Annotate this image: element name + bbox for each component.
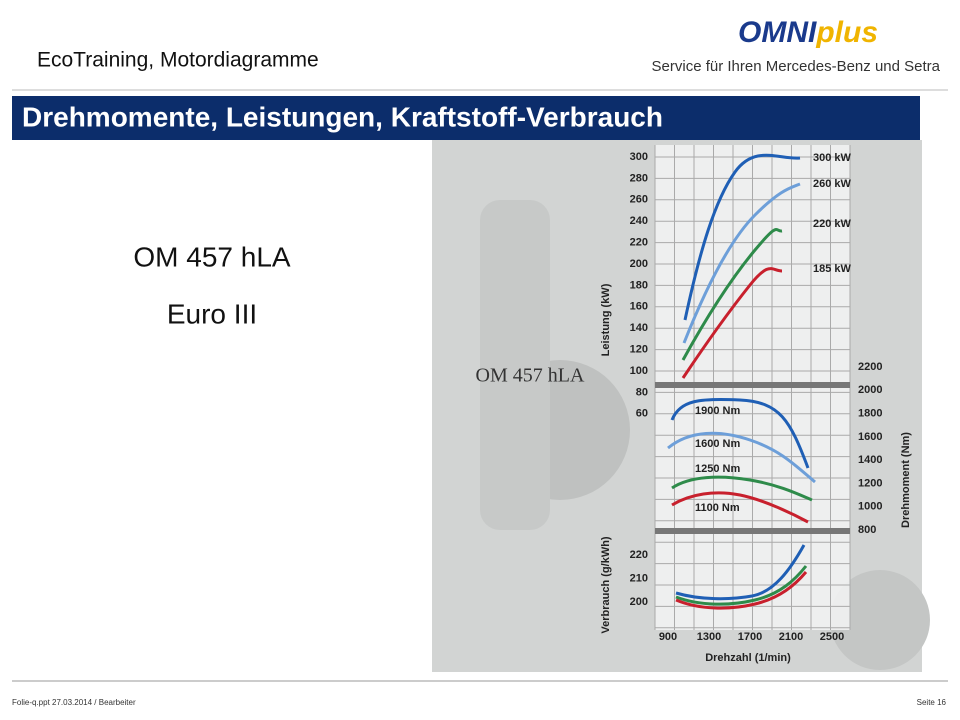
speed-tick-label: 1300	[697, 631, 721, 643]
torque-tick-label: 2000	[858, 384, 882, 396]
power-curve-label: 300 kW	[813, 152, 852, 164]
power-tick-label: 280	[630, 172, 648, 184]
engine-diagram: OM 457 hLA 300 280 260 240 220 200 180 160 140 12…	[432, 140, 930, 672]
torque-curve-label: 1900 Nm	[695, 405, 740, 417]
torque-curve	[670, 397, 810, 469]
speed-axis-label: Drehzahl (1/min)	[705, 652, 791, 664]
power-curve	[681, 267, 783, 379]
subtitle: EcoTraining, Motordiagramme	[37, 49, 319, 72]
speed-tick-label: 2500	[820, 631, 844, 643]
power-tick-label: 240	[630, 215, 648, 227]
power-tick-label: 180	[630, 279, 648, 291]
title-bar	[12, 96, 920, 140]
torque-axis-label: Drehmoment (Nm)	[900, 432, 912, 528]
power-tick-label: 300	[630, 151, 648, 163]
torque-tick-label: 1200	[858, 477, 882, 489]
divider	[655, 528, 850, 534]
power-curve	[682, 182, 801, 344]
power-tick-label: 160	[630, 301, 648, 313]
power-curve-label: 220 kW	[813, 218, 852, 230]
torque-curve	[667, 431, 816, 484]
divider	[655, 382, 850, 388]
footer-file: Folie-q.ppt 27.03.2014 / Bearbeiter	[12, 698, 136, 707]
logo-accent: plus	[815, 16, 878, 49]
consumption-tick-label: 200	[630, 596, 648, 608]
logo-main: OMNI	[738, 16, 817, 49]
power-axis-label: Leistung (kW)	[600, 283, 612, 356]
norm: Euro III	[167, 298, 257, 329]
power-tick-label: 80	[636, 386, 648, 398]
power-tick-label: 140	[630, 322, 648, 334]
logo: OMNIplus	[738, 16, 878, 49]
torque-curve-label: 1600 Nm	[695, 438, 740, 450]
photo-shape	[830, 570, 930, 670]
speed-tick-label: 2100	[779, 631, 803, 643]
power-tick-label: 60	[636, 408, 648, 420]
torque-tick-label: 2200	[858, 361, 882, 373]
power-tick-label: 120	[630, 344, 648, 356]
consumption-tick-label: 210	[630, 572, 648, 584]
engine: OM 457 hLA	[133, 241, 291, 272]
consumption-axis-label: Verbrauch (g/kWh)	[600, 536, 612, 634]
power-tick-label: 100	[630, 365, 648, 377]
footer-page: Seite 16	[917, 698, 947, 707]
speed-tick-label: 1700	[738, 631, 762, 643]
torque-curve-label: 1250 Nm	[695, 463, 740, 475]
speed-tick-label: 900	[659, 631, 677, 643]
torque-tick-label: 1000	[858, 501, 882, 513]
torque-curve-label: 1100 Nm	[695, 502, 740, 514]
power-tick-label: 200	[630, 258, 648, 270]
power-curve	[681, 228, 783, 361]
torque-curve	[671, 475, 813, 502]
power-curve	[683, 153, 801, 321]
consumption-curve	[675, 544, 806, 601]
logo-tagline: Service für Ihren Mercedes-Benz und Setr…	[652, 58, 941, 75]
power-curve-label: 185 kW	[813, 263, 852, 275]
curves	[667, 153, 816, 610]
torque-tick-label: 1400	[858, 454, 882, 466]
consumption-curve	[675, 571, 808, 610]
power-curve-label: 260 kW	[813, 178, 852, 190]
consumption-tick-label: 220	[630, 549, 648, 561]
engine-label: OM 457 hLA	[476, 365, 585, 387]
torque-curve	[671, 491, 809, 524]
title: Drehmomente, Leistungen, Kraftstoff-Verb…	[22, 101, 663, 132]
torque-tick-label: 1800	[858, 408, 882, 420]
consumption-curve	[675, 565, 808, 606]
power-tick-label: 260	[630, 194, 648, 206]
torque-tick-label: 1600	[858, 431, 882, 443]
power-tick-label: 220	[630, 237, 648, 249]
torque-tick-label: 800	[858, 524, 876, 536]
photo-shape	[480, 200, 550, 530]
